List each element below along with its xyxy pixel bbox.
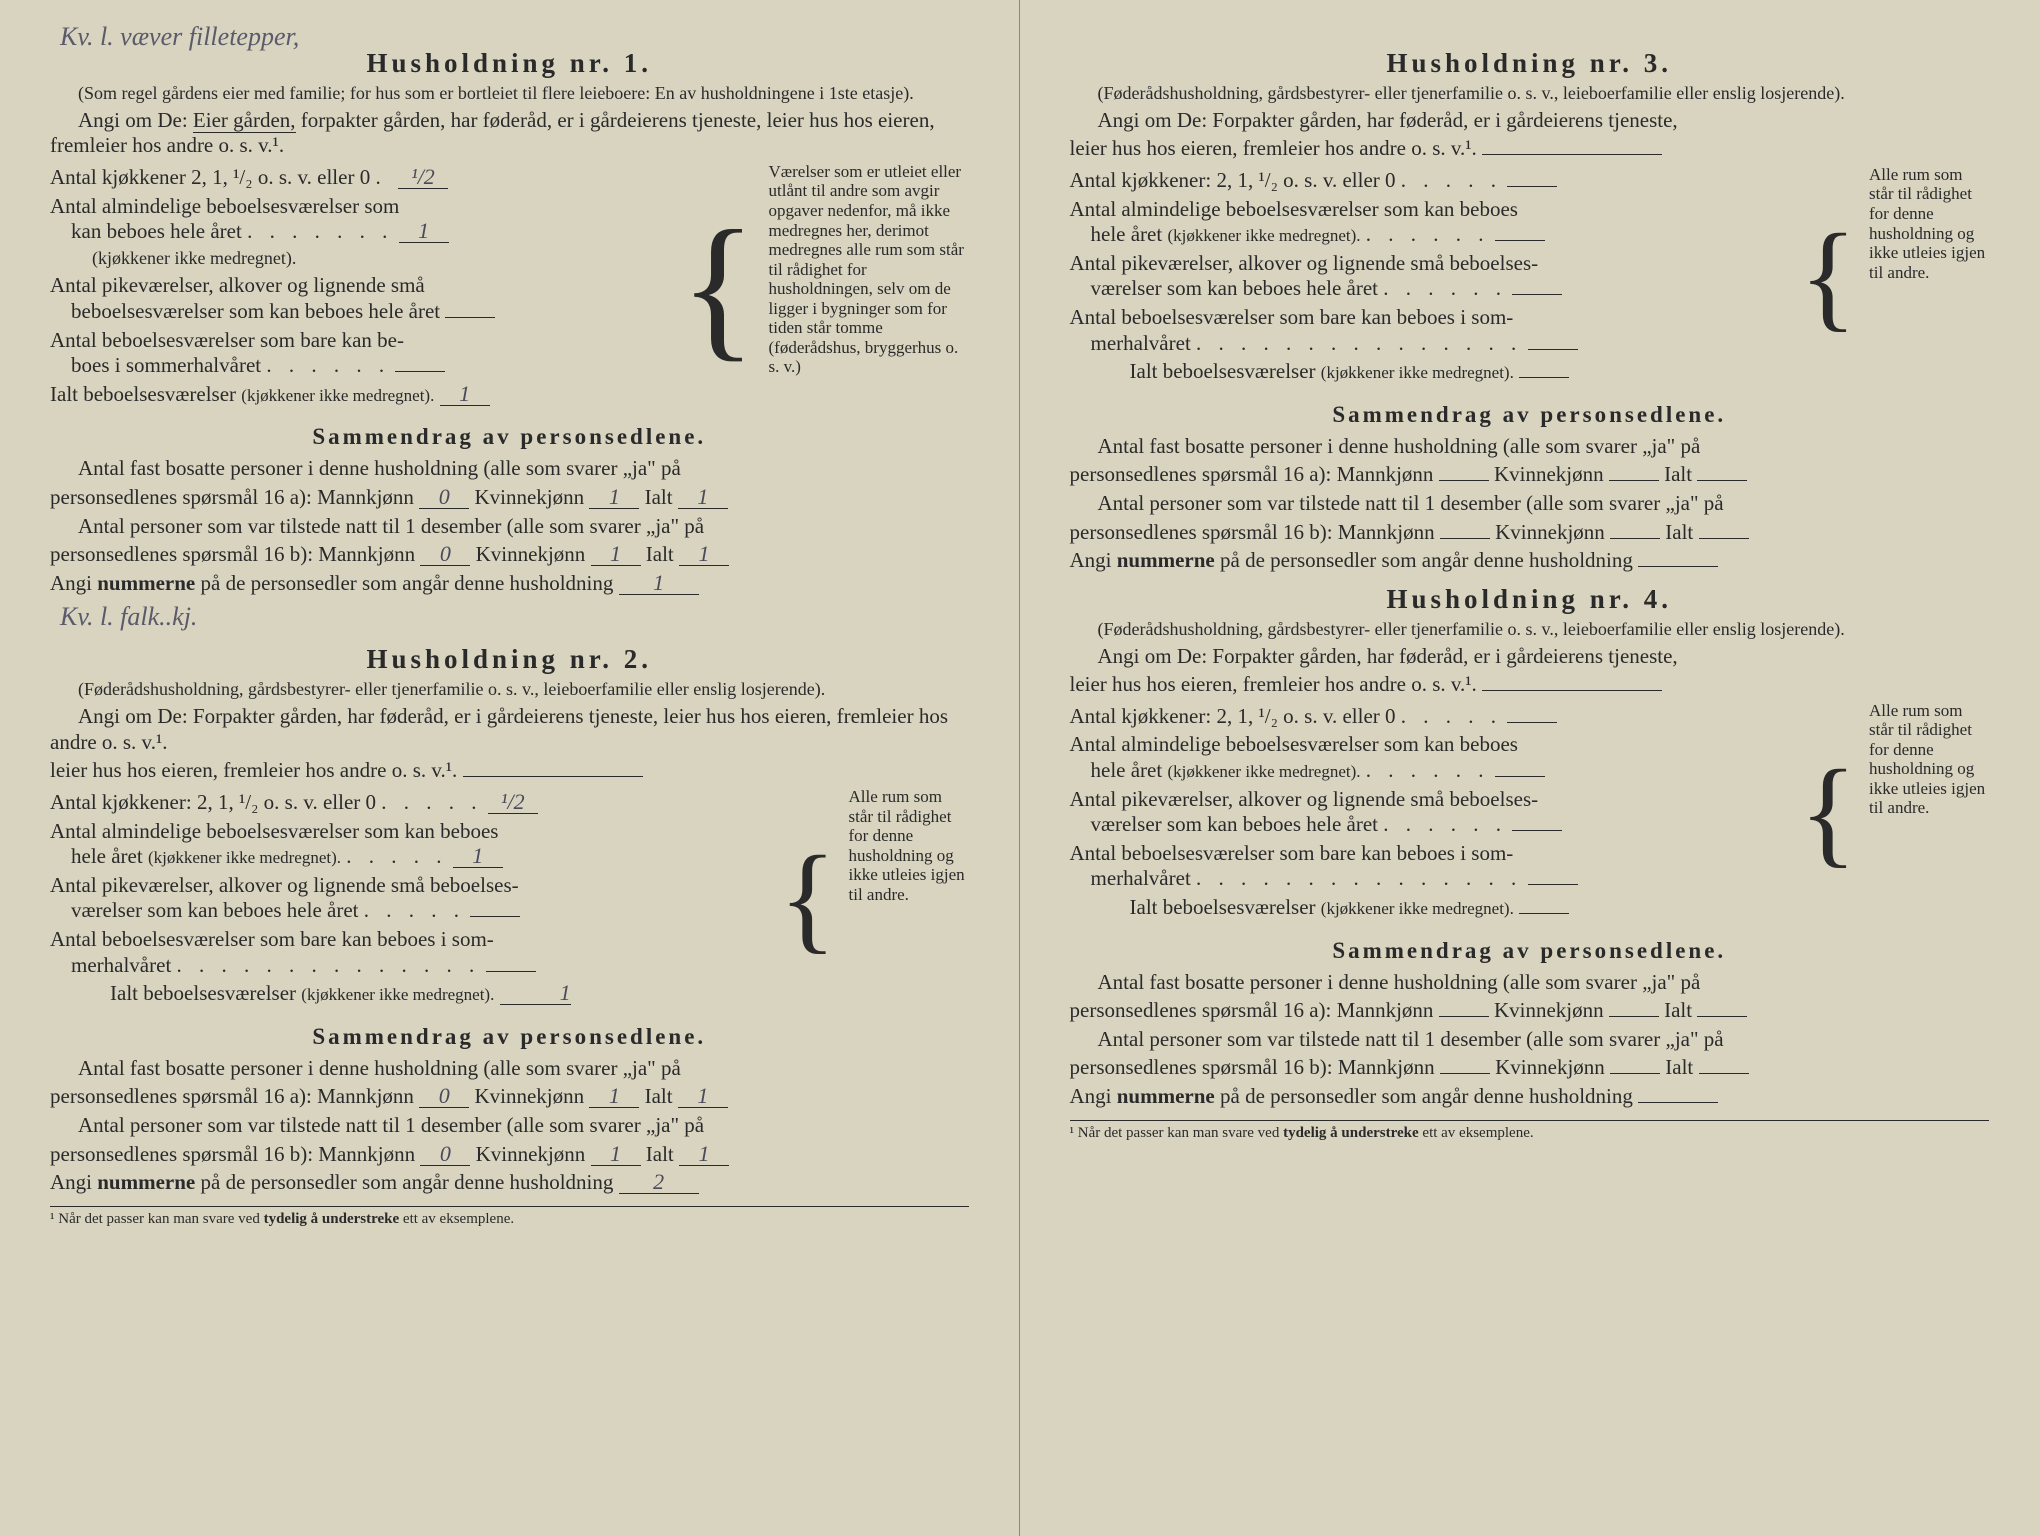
ialt-row: Ialt beboelsesværelser (kjøkkener ikke m… xyxy=(50,382,676,408)
nummer-row-3: Angi nummerne på de personsedler som ang… xyxy=(1070,548,1990,574)
pike-row: Antal pikeværelser, alkover og lignende … xyxy=(50,273,676,324)
fast-row-4b: personsedlenes spørsmål 16 a): Mannkjønn… xyxy=(1070,998,1990,1024)
summer-row-3: Antal beboelsesværelser som bare kan beb… xyxy=(1070,305,1796,356)
fast-row-3: Antal fast bosatte personer i denne hush… xyxy=(1070,434,1990,460)
summer-row-2: Antal beboelsesværelser som bare kan beb… xyxy=(50,927,775,978)
nummer-row-2: Angi nummerne på de personsedler som ang… xyxy=(50,1170,969,1196)
household-3-angi: Angi om De: Forpakter gården, har føderå… xyxy=(1070,108,1990,134)
nummer-row-4: Angi nummerne på de personsedler som ang… xyxy=(1070,1084,1990,1110)
tilstede-row-1b: personsedlenes spørsmål 16 b): Mannkjønn… xyxy=(50,542,969,568)
summary-4-title: Sammendrag av personsedlene. xyxy=(1070,938,1990,964)
household-4-paren: (Føderådshusholdning, gårdsbestyrer- ell… xyxy=(1070,619,1990,640)
fast-row-3b: personsedlenes spørsmål 16 a): Mannkjønn… xyxy=(1070,462,1990,488)
tilstede-row-3: Antal personer som var tilstede natt til… xyxy=(1070,491,1990,517)
angi-blank-2: leier hus hos eieren, fremleier hos andr… xyxy=(50,758,969,784)
household-1-rooms-block: Antal kjøkkener 2, 1, ¹/₂ o. s. v. eller… xyxy=(50,162,969,410)
ialt-row-2: Ialt beboelsesværelser (kjøkkener ikke m… xyxy=(50,981,775,1007)
brace-icon: { xyxy=(680,218,757,354)
pike-row-3: Antal pikeværelser, alkover og lignende … xyxy=(1070,251,1796,302)
household-1-angi: Angi om De: Eier gården, forpakter gårde… xyxy=(50,108,969,159)
tilstede-row-4: Antal personer som var tilstede natt til… xyxy=(1070,1027,1990,1053)
ialt-row-3: Ialt beboelsesværelser (kjøkkener ikke m… xyxy=(1070,359,1796,385)
pike-val xyxy=(445,317,495,318)
left-page: Kv. l. væver filletepper, Husholdning nr… xyxy=(0,0,1020,1536)
household-1-paren: (Som regel gårdens eier med familie; for… xyxy=(50,83,969,104)
kitchen-row: Antal kjøkkener 2, 1, ¹/₂ o. s. v. eller… xyxy=(50,165,676,191)
household-2-sidenote: Alle rum som står til rådighet for denne… xyxy=(841,787,969,1010)
household-4-title: Husholdning nr. 4. xyxy=(1070,584,1990,615)
brace-icon: { xyxy=(779,847,837,949)
rooms-val: 1 xyxy=(399,220,449,243)
tilstede-row-4b: personsedlenes spørsmål 16 b): Mannkjønn… xyxy=(1070,1055,1990,1081)
ialt-row-4: Ialt beboelsesværelser (kjøkkener ikke m… xyxy=(1070,895,1796,921)
household-4-rooms-block: Antal kjøkkener: 2, 1, ¹/₂ o. s. v. elle… xyxy=(1070,701,1990,924)
handwritten-note-mid: Kv. l. falk..kj. xyxy=(60,602,979,632)
brace-icon: { xyxy=(1799,225,1857,327)
angi-blank-4: leier hus hos eieren, fremleier hos andr… xyxy=(1070,672,1990,698)
nummer-row-1: Angi nummerne på de personsedler som ang… xyxy=(50,571,969,597)
summary-3-title: Sammendrag av personsedlene. xyxy=(1070,402,1990,428)
household-1-sidenote: Værelser som er utleiet eller utlånt til… xyxy=(761,162,969,410)
rooms-row: Antal almindelige beboelsesværelser som … xyxy=(50,194,676,271)
rooms-row-4: Antal almindelige beboelsesværelser som … xyxy=(1070,732,1796,783)
summer-row-4: Antal beboelsesværelser som bare kan beb… xyxy=(1070,841,1796,892)
fast-row-2: Antal fast bosatte personer i denne hush… xyxy=(50,1056,969,1082)
household-2-paren: (Føderådshusholdning, gårdsbestyrer- ell… xyxy=(50,679,969,700)
rooms-row-3: Antal almindelige beboelsesværelser som … xyxy=(1070,197,1796,248)
kitchen-val: ¹/2 xyxy=(398,166,448,189)
household-3-paren: (Føderådshusholdning, gårdsbestyrer- ell… xyxy=(1070,83,1990,104)
household-1-title: Husholdning nr. 1. xyxy=(50,48,969,79)
ialt-val: 1 xyxy=(440,383,490,406)
household-2-rooms-block: Antal kjøkkener: 2, 1, ¹/₂ o. s. v. elle… xyxy=(50,787,969,1010)
summer-val xyxy=(395,371,445,372)
kitchen-row-3: Antal kjøkkener: 2, 1, ¹/₂ o. s. v. elle… xyxy=(1070,168,1796,194)
tilstede-row-2: Antal personer som var tilstede natt til… xyxy=(50,1113,969,1139)
household-2-title: Husholdning nr. 2. xyxy=(50,644,969,675)
summer-row: Antal beboelsesværelser som bare kan be-… xyxy=(50,328,676,379)
tilstede-row-2b: personsedlenes spørsmål 16 b): Mannkjønn… xyxy=(50,1142,969,1168)
household-1: Husholdning nr. 1. (Som regel gårdens ei… xyxy=(50,48,969,596)
household-2-angi: Angi om De: Forpakter gården, har føderå… xyxy=(50,704,969,755)
household-3-sidenote: Alle rum som står til rådighet for denne… xyxy=(1861,165,1989,388)
summary-1-title: Sammendrag av personsedlene. xyxy=(50,424,969,450)
right-page: Husholdning nr. 3. (Føderådshusholdning,… xyxy=(1020,0,2039,1536)
household-4: Husholdning nr. 4. (Føderådshusholdning,… xyxy=(1070,584,1990,1110)
footnote-right: ¹ Når det passer kan man svare ved tydel… xyxy=(1070,1120,1990,1142)
angi-blank-3: leier hus hos eieren, fremleier hos andr… xyxy=(1070,136,1990,162)
household-3-title: Husholdning nr. 3. xyxy=(1070,48,1990,79)
household-4-angi: Angi om De: Forpakter gården, har føderå… xyxy=(1070,644,1990,670)
fast-row-1: Antal fast bosatte personer i denne hush… xyxy=(50,456,969,482)
household-3-rooms-block: Antal kjøkkener: 2, 1, ¹/₂ o. s. v. elle… xyxy=(1070,165,1990,388)
summary-2-title: Sammendrag av personsedlene. xyxy=(50,1024,969,1050)
rooms-row-2: Antal almindelige beboelsesværelser som … xyxy=(50,819,775,870)
tilstede-row-3b: personsedlenes spørsmål 16 b): Mannkjønn… xyxy=(1070,520,1990,546)
household-2: Husholdning nr. 2. (Føderådshusholdning,… xyxy=(50,644,969,1195)
kitchen-row-4: Antal kjøkkener: 2, 1, ¹/₂ o. s. v. elle… xyxy=(1070,704,1796,730)
pike-row-4: Antal pikeværelser, alkover og lignende … xyxy=(1070,787,1796,838)
fast-row-1b: personsedlenes spørsmål 16 a): Mannkjønn… xyxy=(50,485,969,511)
brace-icon: { xyxy=(1799,761,1857,863)
pike-row-2: Antal pikeværelser, alkover og lignende … xyxy=(50,873,775,924)
household-3: Husholdning nr. 3. (Føderådshusholdning,… xyxy=(1070,48,1990,574)
footnote-left: ¹ Når det passer kan man svare ved tydel… xyxy=(50,1206,969,1228)
tilstede-row-1: Antal personer som var tilstede natt til… xyxy=(50,514,969,540)
household-4-sidenote: Alle rum som står til rådighet for denne… xyxy=(1861,701,1989,924)
fast-row-4: Antal fast bosatte personer i denne hush… xyxy=(1070,970,1990,996)
kitchen-row-2: Antal kjøkkener: 2, 1, ¹/₂ o. s. v. elle… xyxy=(50,790,775,816)
fast-row-2b: personsedlenes spørsmål 16 a): Mannkjønn… xyxy=(50,1084,969,1110)
handwritten-note-top: Kv. l. væver filletepper, xyxy=(60,22,299,52)
